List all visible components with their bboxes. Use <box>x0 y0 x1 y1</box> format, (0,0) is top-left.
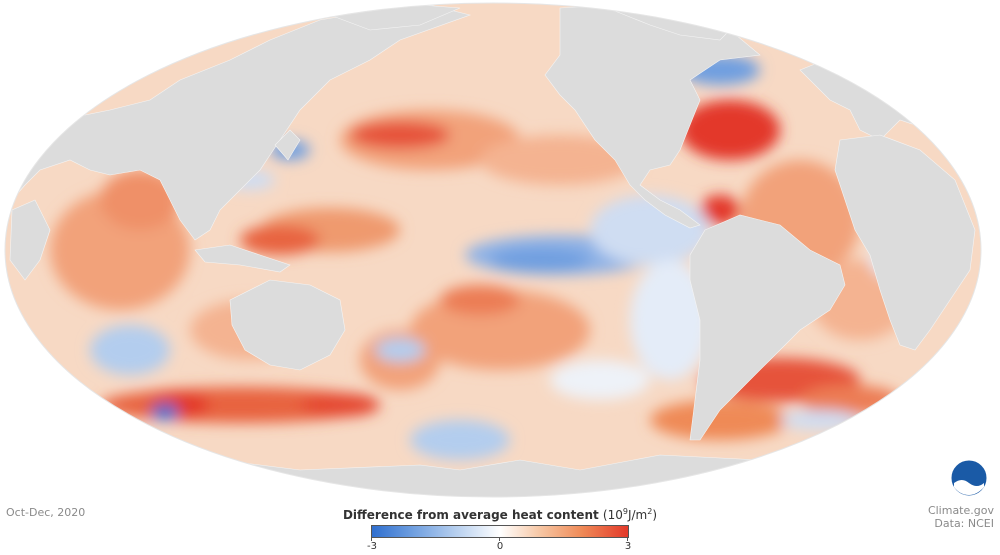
africa <box>834 134 976 351</box>
legend-color-bar <box>371 525 629 538</box>
legend-units: (109J/m2) <box>602 507 658 522</box>
south-america <box>689 214 846 441</box>
heat-content-map <box>4 2 982 498</box>
credit-data: Data: NCEI <box>934 517 994 530</box>
africa-horn <box>9 199 51 281</box>
legend-title-text: Difference from average heat content <box>342 508 599 522</box>
legend-tick-mid <box>499 537 500 541</box>
credit: Climate.gov Data: NCEI <box>928 504 994 530</box>
eurasia <box>11 4 472 241</box>
anomaly-field <box>5 3 981 497</box>
period-label: Oct-Dec, 2020 <box>6 506 86 519</box>
map-svg <box>4 2 982 498</box>
legend-tick-max <box>627 537 628 541</box>
legend-mid-label: 0 <box>496 541 504 552</box>
legend-min-label: -3 <box>367 541 377 552</box>
indonesia <box>194 244 291 273</box>
credit-source: Climate.gov <box>927 504 994 517</box>
legend-title: Difference from average heat content (10… <box>300 507 700 522</box>
legend-tick-min <box>371 537 372 541</box>
north-america <box>544 4 761 229</box>
australia <box>229 279 346 371</box>
noaa-logo-icon <box>950 459 988 497</box>
japan <box>274 129 301 161</box>
legend-max-label: 3 <box>624 541 632 552</box>
